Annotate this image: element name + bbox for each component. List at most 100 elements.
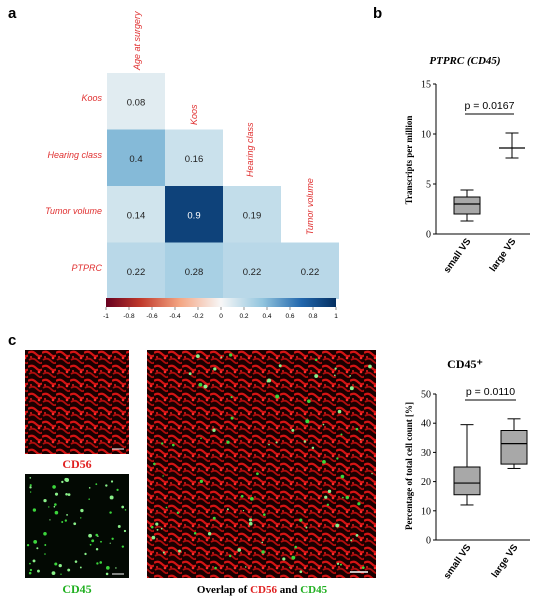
x-tick-label: small VS	[442, 542, 474, 581]
fluorescence-dot	[105, 484, 108, 487]
fluorescence-dot	[345, 495, 350, 500]
fluorescence-dot	[67, 568, 71, 572]
colorbar-tick-label: -0.2	[192, 313, 204, 320]
fluorescence-dot	[26, 543, 30, 547]
row-label-koos: Koos	[81, 93, 102, 103]
fluorescence-dot	[64, 477, 68, 482]
micrograph-overlay	[147, 350, 376, 578]
heatmap-cell-value: 0.28	[185, 267, 204, 278]
heatmap-cell	[107, 73, 165, 130]
fluorescence-dot	[195, 354, 200, 359]
colorbar-tick-label: 0.6	[285, 313, 294, 320]
fluorescence-dot	[336, 457, 339, 460]
fluorescence-dot	[240, 494, 244, 498]
fluorescence-dot	[282, 557, 286, 561]
fluorescence-dot	[198, 382, 203, 387]
fluorescence-dot	[165, 506, 168, 509]
heatmap-cell-value: 0.22	[243, 267, 262, 278]
fluorescence-dot	[228, 554, 232, 558]
col-label-hearing: Hearing class	[245, 122, 255, 177]
panel-label-c: c	[8, 332, 16, 349]
fluorescence-dot	[188, 372, 192, 376]
fluorescence-dot	[242, 509, 245, 512]
fluorescence-dot	[237, 548, 242, 552]
fluorescence-dot	[327, 489, 332, 494]
fluorescence-dot	[340, 433, 343, 436]
y-tick-label: 30	[421, 448, 431, 459]
fluorescence-dot	[207, 532, 212, 536]
fluorescence-dot	[29, 486, 32, 489]
fluorescence-dot	[54, 492, 59, 496]
fluorescence-dot	[368, 364, 372, 369]
fluorescence-dot	[29, 562, 31, 565]
fluorescence-dot	[61, 480, 64, 484]
colorbar-ticks: -1 -0.8 -0.6 -0.4 -0.2 0 0.2 0.4 0.6 0.8 1	[103, 307, 338, 320]
colorbar	[106, 298, 336, 307]
fluorescence-dot	[80, 517, 82, 519]
fluorescence-dot	[305, 419, 310, 424]
row-label-hearing: Hearing class	[47, 150, 102, 160]
fluorescence-dot	[54, 503, 57, 506]
heatmap-cell-value: 0.14	[127, 210, 146, 221]
col-label-age: Age at surgery	[132, 11, 142, 71]
fluorescence-dot	[67, 493, 71, 496]
fluorescence-dot	[263, 513, 266, 516]
heatmap-cell	[107, 186, 165, 243]
micrograph-cd45	[25, 474, 129, 578]
fluorescence-dot	[350, 539, 353, 542]
fluorescence-dot	[261, 550, 265, 554]
micrograph-cd56	[25, 350, 129, 454]
fluorescence-dot	[150, 525, 154, 529]
fluorescence-dot	[121, 505, 125, 509]
fluorescence-dot	[294, 545, 298, 549]
caption-overlay-cd45: CD45	[300, 584, 327, 596]
panel-label-a: a	[8, 5, 17, 22]
fluorescence-dot	[230, 396, 233, 399]
chart-b-plot: 0 5 10 15 small VS large VS p = 0.0167	[421, 80, 530, 275]
colorbar-tick-label: 0.2	[239, 313, 248, 320]
fluorescence-dot	[61, 521, 64, 523]
heatmap-row-labels: Koos Hearing class Tumor volume PTPRC	[45, 93, 102, 273]
fluorescence-dot	[289, 566, 291, 568]
fluorescence-dot	[326, 503, 330, 506]
fluorescence-dot	[109, 511, 112, 514]
y-tick-label: 20	[421, 477, 431, 488]
fluorescence-dot	[160, 527, 163, 530]
fluorescence-dot	[28, 571, 32, 575]
fluorescence-dot	[213, 367, 217, 371]
fluorescence-dot	[349, 374, 352, 377]
fluorescence-dot	[250, 496, 254, 501]
fluorescence-dot	[105, 572, 109, 576]
row-label-ptprc: PTPRC	[71, 263, 102, 273]
fluorescence-dot	[96, 562, 99, 565]
p-value: p = 0.0167	[465, 100, 515, 112]
colorbar-tick-label: 0.8	[308, 313, 317, 320]
fluorescence-dot	[153, 462, 156, 466]
box-body	[500, 430, 528, 465]
fluorescence-dot	[32, 559, 36, 563]
p-value: p = 0.0110	[466, 386, 515, 398]
fluorescence-dot	[33, 540, 38, 544]
heatmap-cell	[223, 242, 281, 299]
fluorescence-dot	[275, 394, 280, 399]
fluorescence-dot	[337, 409, 342, 414]
fluorescence-dot	[355, 534, 359, 537]
fluorescence-dot	[91, 539, 95, 543]
fluorescence-dot	[212, 428, 216, 432]
fluorescence-dot	[29, 484, 32, 487]
fluorescence-dot	[109, 495, 114, 500]
fluorescence-dot	[299, 518, 303, 522]
fluorescence-dot	[220, 356, 223, 359]
fluorescence-dot	[275, 441, 278, 444]
chart-b-ylabel: Transcripts per million	[404, 116, 414, 205]
caption-cd56: CD56	[62, 457, 91, 471]
fluorescence-dot	[123, 529, 127, 533]
fluorescence-dot	[200, 437, 202, 440]
fluorescence-dot	[178, 549, 182, 553]
fluorescence-dot	[268, 443, 270, 446]
fluorescence-dot	[333, 374, 336, 377]
fluorescence-dot	[115, 567, 117, 569]
fluorescence-dot	[49, 519, 51, 521]
fluorescence-dot	[305, 526, 308, 529]
fluorescence-dot	[314, 374, 319, 378]
